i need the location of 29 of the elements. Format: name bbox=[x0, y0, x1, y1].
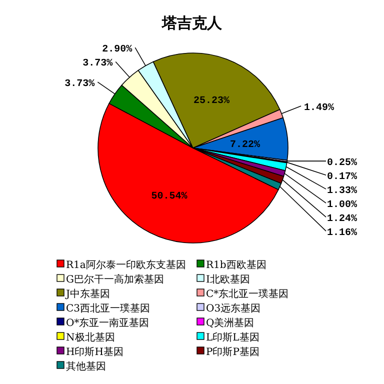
legend-label: J中东基因 bbox=[65, 288, 110, 300]
legend-label: Q美洲基因 bbox=[206, 317, 254, 329]
legend-label: C*东北亚一璞基因 bbox=[206, 288, 289, 300]
data-label: 1.00% bbox=[327, 200, 358, 212]
legend-label: R1b西欧基因 bbox=[206, 259, 266, 271]
data-label: 1.24% bbox=[327, 214, 358, 226]
legend-label: C3西北亚一璞基因 bbox=[66, 302, 150, 314]
legend-label: H印斯H基因 bbox=[66, 346, 124, 358]
data-label: 1.49% bbox=[304, 103, 334, 114]
data-label: 3.73% bbox=[64, 79, 95, 90]
data-label: 1.16% bbox=[327, 228, 358, 240]
data-label: 0.17% bbox=[327, 172, 358, 184]
legend-label: P印斯P基因 bbox=[206, 346, 260, 358]
legend-label: 其他基因 bbox=[66, 360, 106, 372]
data-label: 25.23% bbox=[193, 96, 230, 108]
data-label: 3.73% bbox=[82, 58, 113, 70]
data-label: 2.90% bbox=[102, 44, 132, 56]
data-label: 50.54% bbox=[151, 192, 188, 203]
legend-label: I北欧基因 bbox=[206, 274, 250, 286]
legend-label: G巴尔干一高加索基因 bbox=[66, 274, 164, 286]
data-label: 7.22% bbox=[230, 140, 260, 151]
legend-label: N极北基因 bbox=[66, 332, 115, 344]
legend-label: L印斯L基因 bbox=[206, 332, 260, 344]
chart-title: 塔吉克人 bbox=[161, 14, 223, 32]
legend-label: R1a阿尔泰一印欧东支基因 bbox=[66, 259, 186, 271]
data-label: 1.33% bbox=[327, 186, 358, 198]
legend-label: O3远东基因 bbox=[206, 302, 261, 314]
legend-label: O*东亚一南亚基因 bbox=[66, 317, 150, 329]
data-label: 0.25% bbox=[327, 158, 358, 170]
